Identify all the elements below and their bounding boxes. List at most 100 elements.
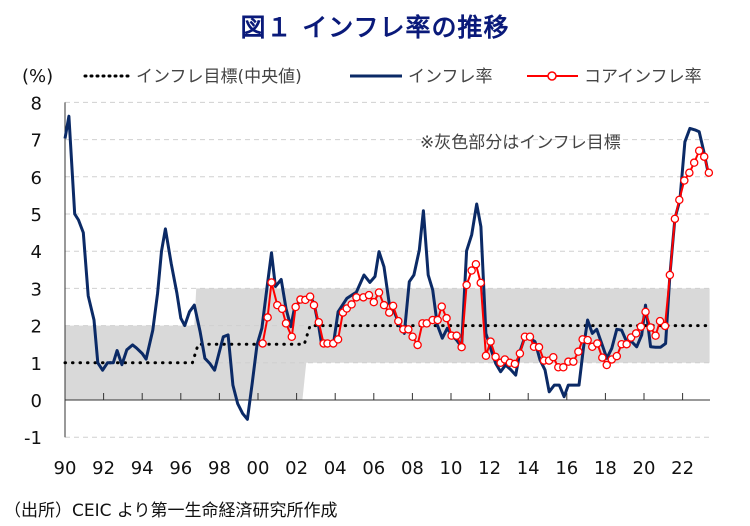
x-tick-label: 10 (440, 458, 463, 479)
x-tick-label: 98 (208, 458, 231, 479)
y-tick-label: 4 (31, 242, 42, 263)
core-inflation-point (333, 335, 343, 344)
core-inflation-point (699, 152, 709, 161)
core-inflation-point (675, 195, 684, 205)
core-inflation-point (258, 339, 267, 348)
core-inflation-point (394, 316, 403, 326)
x-tick-label: 16 (555, 458, 578, 479)
core-inflation-point (384, 308, 394, 317)
x-tick-label: 18 (594, 458, 617, 479)
core-inflation-point (404, 325, 413, 334)
core-inflation-point (646, 323, 655, 332)
core-inflation-point (631, 329, 641, 338)
core-inflation-point (641, 307, 650, 317)
x-tick-label: 90 (54, 458, 77, 479)
core-inflation-point (602, 360, 612, 370)
core-inflation-point (408, 332, 417, 342)
y-tick-label: 1 (31, 354, 42, 375)
core-inflation-point (651, 331, 660, 340)
y-tick-label: 8 (31, 93, 42, 114)
core-inflation-point (680, 176, 689, 185)
core-inflation-point (462, 280, 471, 290)
core-inflation-point (525, 332, 535, 342)
legend-core-marker (547, 71, 557, 81)
core-inflation-point (305, 292, 315, 301)
core-inflation-point (510, 359, 520, 369)
x-tick-label: 06 (362, 458, 385, 479)
core-inflation-point (291, 302, 300, 312)
y-tick-label: 5 (31, 205, 42, 226)
legend: インフレ目標(中央値) インフレ率 コアインフレ率 (83, 67, 702, 87)
core-inflation-point (267, 278, 276, 287)
band-annotation: ※灰色部分はインフレ目標 (420, 133, 621, 153)
core-inflation-point (665, 270, 675, 280)
core-inflation-point (660, 321, 670, 331)
core-inflation-point (277, 304, 287, 314)
core-inflation-point (369, 297, 379, 307)
x-tick-label: 92 (92, 458, 115, 479)
source-note: （出所）CEIC より第一生命経済研究所作成 (4, 501, 338, 521)
core-inflation-point (534, 342, 544, 352)
core-inflation-point (352, 293, 361, 302)
legend-target-label: インフレ目標(中央値) (136, 67, 302, 87)
y-tick-label: 7 (31, 131, 42, 152)
core-inflation-point (413, 340, 422, 350)
core-inflation-point (281, 319, 291, 328)
core-inflation-point (314, 318, 324, 327)
x-tick-label: 94 (131, 458, 154, 479)
core-inflation-point (491, 352, 500, 362)
axes (64, 102, 710, 438)
y-tick-label: 2 (31, 317, 42, 338)
core-inflation-point (559, 363, 568, 372)
core-inflation-point (364, 290, 374, 300)
core-inflation-point (442, 313, 451, 323)
core-inflation-point (694, 146, 704, 156)
core-inflation-point (452, 331, 461, 340)
y-axis-unit: (%) (22, 66, 53, 87)
core-inflation-point (598, 353, 607, 362)
core-inflation-point (689, 158, 699, 167)
x-tick-label: 96 (169, 458, 192, 479)
x-tick-label: 00 (247, 458, 270, 479)
core-inflation-point (481, 351, 491, 360)
chart-title: 図１ インフレ率の推移 (240, 13, 510, 42)
core-inflation-point (457, 342, 466, 352)
core-inflation-point (263, 313, 272, 322)
x-tick-label: 22 (671, 458, 694, 479)
core-inflation-point (569, 357, 578, 366)
legend-inflation-label: インフレ率 (408, 67, 493, 87)
core-inflation-point (433, 315, 442, 325)
core-inflation-point (486, 337, 495, 346)
core-inflation-point (437, 302, 446, 311)
legend-core-label: コアインフレ率 (584, 67, 702, 87)
core-inflation-point (467, 266, 476, 275)
x-tick-label: 20 (633, 458, 656, 479)
series-layer (63, 114, 714, 421)
x-tick-label: 08 (401, 458, 424, 479)
core-inflation-point (655, 316, 665, 326)
core-inflation-point (374, 288, 384, 297)
core-inflation-point (612, 351, 622, 361)
core-inflation-point (388, 301, 398, 311)
core-inflation-point (583, 335, 592, 345)
y-tick-label: -1 (24, 428, 42, 449)
core-inflation-point (471, 259, 481, 269)
core-inflation-point (476, 278, 485, 288)
core-inflation-point (574, 347, 583, 356)
core-inflation-point (379, 300, 389, 310)
target-band-layer (65, 288, 710, 400)
core-inflation-point (549, 352, 558, 362)
core-inflation-point (622, 339, 631, 349)
core-inflation-point (287, 332, 297, 342)
core-inflation-point (309, 300, 319, 310)
y-tick-label: 0 (31, 391, 42, 412)
target-band (65, 288, 710, 400)
core-inflation-point (685, 168, 694, 177)
core-inflation-point (670, 214, 680, 224)
core-inflation-point (593, 339, 602, 348)
x-tick-label: 04 (324, 458, 347, 479)
x-tick-label: 12 (478, 458, 501, 479)
x-tick-label: 14 (517, 458, 540, 479)
